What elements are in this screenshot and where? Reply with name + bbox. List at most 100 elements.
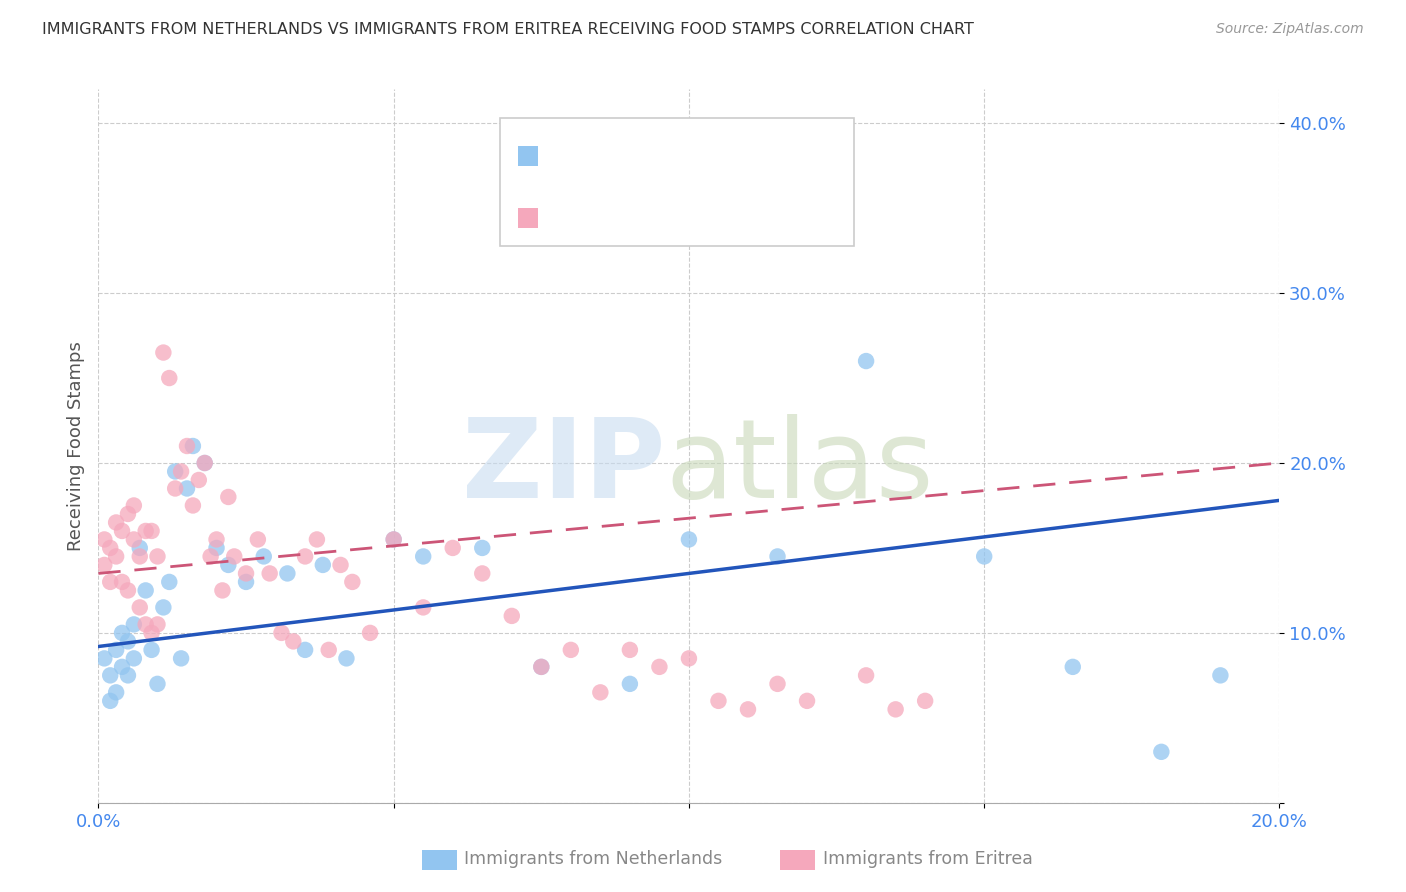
Point [111, 524, 134, 538]
Point [117, 583, 139, 598]
Point [914, 694, 936, 708]
Point [678, 533, 700, 547]
Point [105, 516, 128, 530]
Point [270, 626, 292, 640]
Point [217, 558, 239, 572]
Point [619, 677, 641, 691]
Point [211, 583, 233, 598]
Point [707, 694, 730, 708]
FancyBboxPatch shape [501, 118, 855, 246]
Point [176, 439, 198, 453]
Point [335, 651, 357, 665]
Point [235, 566, 257, 581]
Point [194, 456, 217, 470]
Point [105, 549, 128, 564]
Point [283, 634, 305, 648]
Point [766, 549, 789, 564]
Point [253, 549, 276, 564]
Point [441, 541, 464, 555]
Point [678, 651, 700, 665]
Point [205, 533, 228, 547]
Point [122, 533, 145, 547]
Text: N =: N = [709, 209, 749, 227]
Point [855, 354, 877, 368]
Point [855, 668, 877, 682]
Text: Immigrants from Netherlands: Immigrants from Netherlands [464, 850, 723, 868]
Point [796, 694, 818, 708]
Point [146, 677, 169, 691]
Point [170, 651, 193, 665]
Point [117, 507, 139, 521]
Point [235, 574, 257, 589]
Point [359, 626, 381, 640]
Point [157, 574, 180, 589]
Point [501, 608, 523, 623]
Point [98, 668, 121, 682]
Point [1062, 660, 1084, 674]
Point [122, 617, 145, 632]
Text: Immigrants from Eritrea: Immigrants from Eritrea [823, 850, 1032, 868]
Point [141, 626, 163, 640]
Point [98, 541, 121, 555]
Point [382, 533, 405, 547]
Point [122, 499, 145, 513]
Point [157, 371, 180, 385]
Point [1209, 668, 1232, 682]
Point [246, 533, 269, 547]
Point [111, 574, 134, 589]
Point [135, 617, 157, 632]
Point [560, 643, 582, 657]
Point [111, 626, 134, 640]
Point [141, 643, 163, 657]
Point [117, 668, 139, 682]
Text: ZIP: ZIP [463, 414, 665, 521]
Point [200, 549, 222, 564]
Point [737, 702, 759, 716]
Y-axis label: Receiving Food Stamps: Receiving Food Stamps [66, 341, 84, 551]
Point [146, 549, 169, 564]
Point [165, 482, 187, 496]
Point [589, 685, 612, 699]
Point [342, 574, 364, 589]
Point [176, 482, 198, 496]
Point [224, 549, 246, 564]
Point [648, 660, 671, 674]
Point [619, 643, 641, 657]
Point [305, 533, 328, 547]
Text: 0.191: 0.191 [620, 147, 678, 165]
Point [412, 600, 434, 615]
Point [135, 524, 157, 538]
Point [128, 541, 150, 555]
Point [471, 541, 494, 555]
Text: 62: 62 [773, 209, 799, 227]
Point [152, 600, 174, 615]
Point [181, 439, 204, 453]
Point [105, 643, 128, 657]
Point [93, 651, 115, 665]
Text: atlas: atlas [665, 414, 934, 521]
Point [312, 558, 335, 572]
Text: R =: R = [555, 209, 595, 227]
Point [884, 702, 907, 716]
Point [217, 490, 239, 504]
FancyBboxPatch shape [517, 208, 537, 228]
Point [194, 456, 217, 470]
Point [187, 473, 209, 487]
Point [111, 660, 134, 674]
Point [170, 465, 193, 479]
Point [146, 617, 169, 632]
Point [973, 549, 995, 564]
Point [329, 558, 352, 572]
Point [135, 583, 157, 598]
Point [98, 694, 121, 708]
Point [294, 549, 316, 564]
Text: N =: N = [709, 147, 749, 165]
Point [205, 541, 228, 555]
Point [412, 549, 434, 564]
Text: Source: ZipAtlas.com: Source: ZipAtlas.com [1216, 22, 1364, 37]
Point [181, 499, 204, 513]
Text: 42: 42 [773, 147, 799, 165]
FancyBboxPatch shape [517, 146, 537, 166]
Point [1150, 745, 1173, 759]
Point [128, 600, 150, 615]
